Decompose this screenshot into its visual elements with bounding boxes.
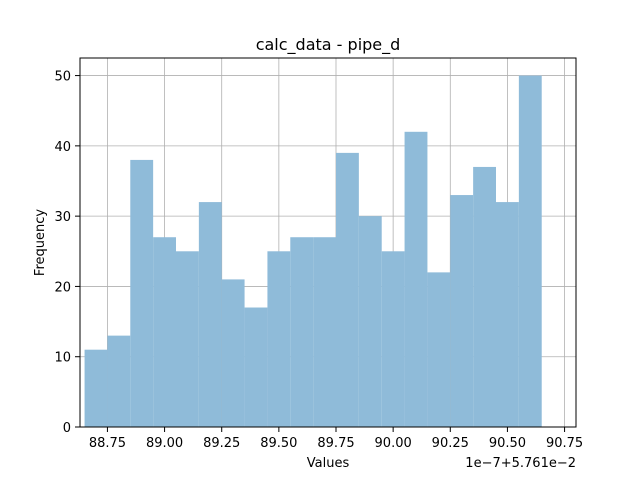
histogram-bar xyxy=(84,349,108,427)
histogram-bar xyxy=(358,216,382,427)
x-tick-label: 89.00 xyxy=(146,436,183,451)
histogram-bar xyxy=(381,251,405,427)
ticks: 88.75 89.00 89.25 89.50 89.75 90.00 90.25 90.50… xyxy=(54,70,583,451)
histogram-bar xyxy=(450,195,474,427)
histogram-bar xyxy=(336,152,359,427)
x-tick-label: 90.25 xyxy=(432,436,469,451)
chart-title: calc_data - pipe_d xyxy=(256,35,401,55)
histogram-bar xyxy=(153,237,176,427)
y-tick-label: 30 xyxy=(54,210,71,225)
histogram-bar xyxy=(267,251,291,427)
x-tick-label: 90.00 xyxy=(375,436,412,451)
y-axis-label: Frequency xyxy=(33,209,48,276)
y-tick-label: 50 xyxy=(54,70,71,85)
histogram-bar xyxy=(221,279,245,427)
histogram-bar xyxy=(473,166,496,427)
histogram-bar xyxy=(290,237,314,427)
histogram-bar xyxy=(198,202,222,427)
histogram-bar xyxy=(244,307,268,427)
y-tick-label: 40 xyxy=(54,140,71,155)
histogram-bar xyxy=(518,75,542,428)
y-tick-label: 20 xyxy=(54,280,71,295)
x-tick-label: 90.75 xyxy=(546,436,583,451)
histogram-bar xyxy=(404,131,428,428)
histogram-bar xyxy=(107,335,131,427)
histogram-bar xyxy=(176,251,199,427)
histogram-bar xyxy=(130,159,154,427)
y-tick-label: 10 xyxy=(54,351,71,366)
histogram-bar xyxy=(427,272,451,427)
x-tick-label: 89.75 xyxy=(317,436,354,451)
plot-frame xyxy=(79,57,577,428)
x-axis-label: Values xyxy=(307,456,350,471)
x-tick-label: 89.50 xyxy=(260,436,297,451)
y-tick-label: 0 xyxy=(63,421,71,436)
bars xyxy=(84,75,542,428)
x-tick-label: 89.25 xyxy=(203,436,240,451)
histogram-bar xyxy=(496,202,519,427)
x-tick-label: 90.50 xyxy=(489,436,526,451)
histogram-bar xyxy=(313,237,336,427)
x-axis-offset-text: 1e−7+5.761e−2 xyxy=(465,456,576,471)
x-tick-label: 88.75 xyxy=(89,436,126,451)
